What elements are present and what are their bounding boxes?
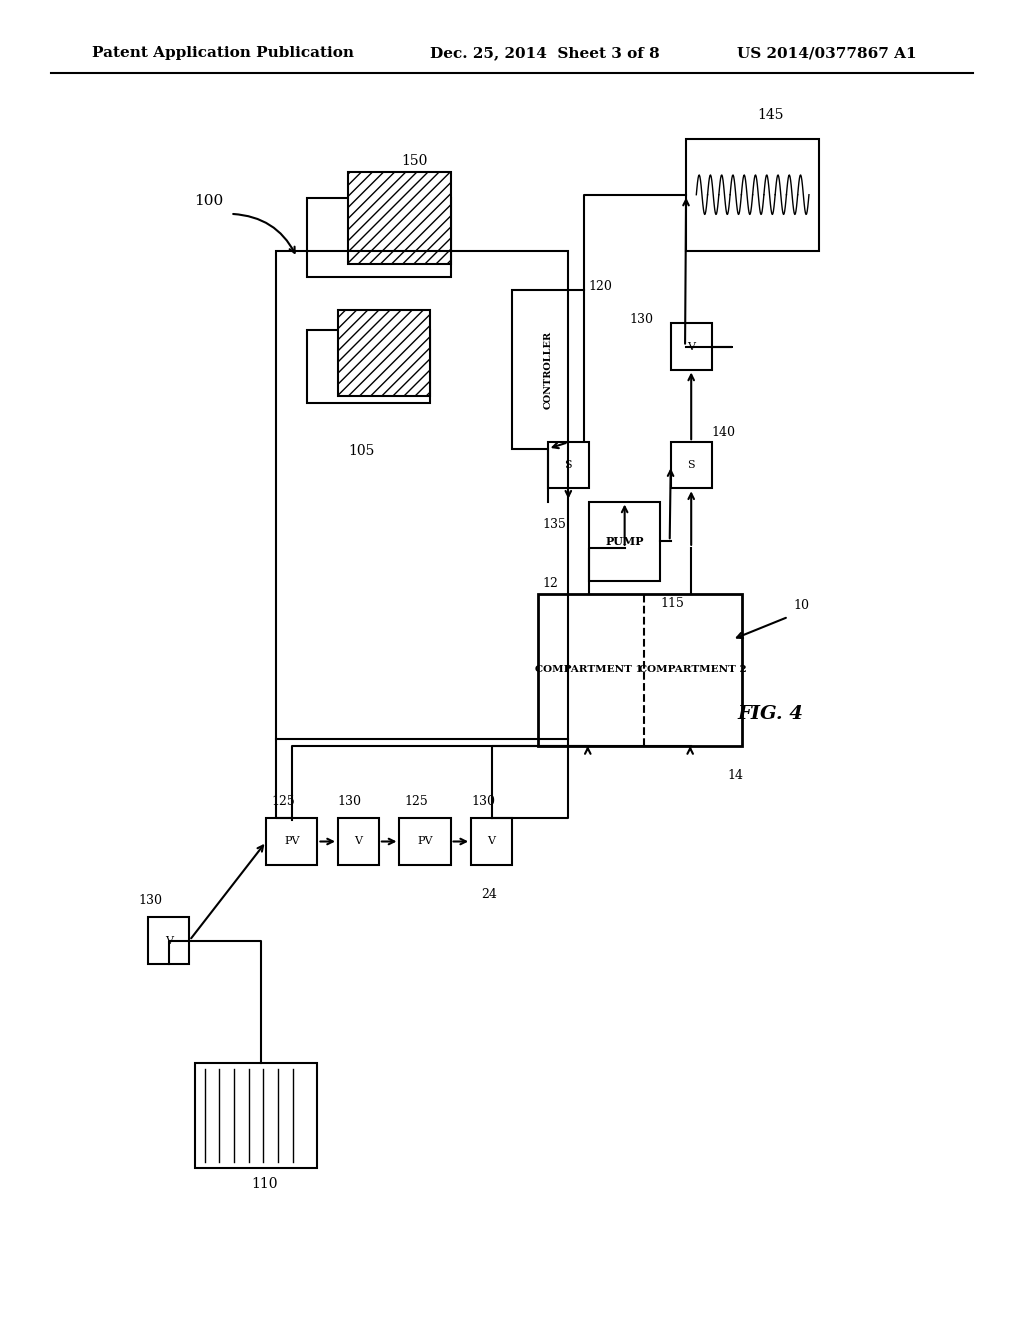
Text: COMPARTMENT 1: COMPARTMENT 1 <box>535 665 643 675</box>
Text: Dec. 25, 2014  Sheet 3 of 8: Dec. 25, 2014 Sheet 3 of 8 <box>430 46 659 61</box>
Bar <box>686 139 819 251</box>
Bar <box>512 290 584 449</box>
Bar <box>307 198 451 277</box>
Bar <box>195 1063 317 1168</box>
Text: 110: 110 <box>251 1177 278 1191</box>
Text: V: V <box>165 936 173 945</box>
Text: 12: 12 <box>543 577 559 590</box>
Bar <box>307 330 430 403</box>
Bar <box>338 818 379 865</box>
Text: 130: 130 <box>138 894 162 907</box>
Text: 10: 10 <box>794 599 810 612</box>
Text: 115: 115 <box>660 597 684 610</box>
Bar <box>338 310 430 396</box>
Text: 130: 130 <box>471 795 495 808</box>
Text: 150: 150 <box>401 154 428 168</box>
Text: V: V <box>687 342 695 351</box>
Bar <box>538 594 742 746</box>
Text: 130: 130 <box>338 795 361 808</box>
Text: CONTROLLER: CONTROLLER <box>544 330 552 409</box>
Bar <box>548 442 589 488</box>
Text: 135: 135 <box>543 517 566 531</box>
Text: S: S <box>687 461 695 470</box>
Text: 105: 105 <box>348 445 375 458</box>
Bar <box>266 818 317 865</box>
Text: PV: PV <box>284 837 300 846</box>
Text: 100: 100 <box>195 194 224 207</box>
Text: 140: 140 <box>712 425 735 438</box>
Text: 145: 145 <box>758 108 784 121</box>
Bar <box>276 251 568 739</box>
Text: FIG. 4: FIG. 4 <box>737 705 803 723</box>
Text: 24: 24 <box>481 887 498 900</box>
Text: US 2014/0377867 A1: US 2014/0377867 A1 <box>737 46 916 61</box>
Text: 130: 130 <box>630 313 653 326</box>
Text: 120: 120 <box>589 280 612 293</box>
Bar <box>471 818 512 865</box>
Bar <box>589 502 660 581</box>
Text: Patent Application Publication: Patent Application Publication <box>92 46 354 61</box>
Text: PUMP: PUMP <box>605 536 644 546</box>
Bar <box>671 442 712 488</box>
Text: V: V <box>354 837 362 846</box>
Bar <box>148 917 189 964</box>
Bar <box>399 818 451 865</box>
Text: V: V <box>487 837 496 846</box>
Text: COMPARTMENT 2: COMPARTMENT 2 <box>639 665 748 675</box>
Bar <box>348 172 451 264</box>
Bar <box>671 323 712 370</box>
Text: S: S <box>564 461 572 470</box>
Text: 125: 125 <box>271 795 295 808</box>
Text: PV: PV <box>417 837 433 846</box>
Text: 125: 125 <box>404 795 428 808</box>
Text: 14: 14 <box>727 768 743 781</box>
